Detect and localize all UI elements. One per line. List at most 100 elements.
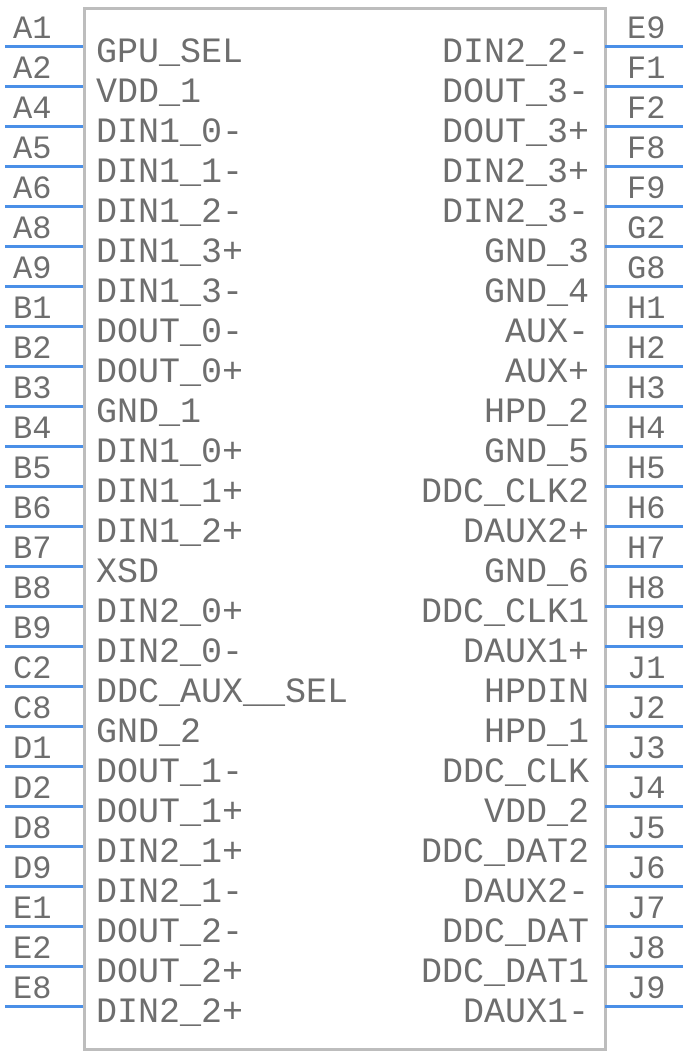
pin-number: E1 <box>13 891 52 928</box>
pin-line <box>5 885 83 888</box>
pin-number: F1 <box>627 51 666 88</box>
signal-label: DDC_AUX__SEL <box>96 673 349 713</box>
pin-number: J2 <box>627 691 666 728</box>
signal-label: DIN2_3+ <box>441 153 589 193</box>
signal-label: DDC_CLK1 <box>420 593 589 633</box>
signal-label: DIN1_2- <box>96 193 244 233</box>
signal-label: DDC_DAT1 <box>420 953 589 993</box>
pin-line <box>5 445 83 448</box>
signal-label: HPD_1 <box>483 713 589 753</box>
signal-label: DOUT_0- <box>96 313 244 353</box>
pin-number: H1 <box>627 291 666 328</box>
pin-line <box>5 965 83 968</box>
pin-line <box>5 925 83 928</box>
pin-line <box>605 525 683 528</box>
pin-number: J6 <box>627 851 666 888</box>
signal-label: GND_1 <box>96 393 202 433</box>
pin-line <box>5 125 83 128</box>
pin-number: H6 <box>627 491 666 528</box>
signal-label: DIN2_0+ <box>96 593 244 633</box>
signal-label: DIN2_2+ <box>96 993 244 1033</box>
signal-label: DAUX1- <box>462 993 589 1033</box>
signal-label: DIN1_2+ <box>96 513 244 553</box>
pin-number: H3 <box>627 371 666 408</box>
pin-line <box>605 445 683 448</box>
pin-line <box>605 925 683 928</box>
signal-label: DOUT_3+ <box>441 113 589 153</box>
pin-line <box>5 685 83 688</box>
signal-label: GND_2 <box>96 713 202 753</box>
signal-label: DOUT_3- <box>441 73 589 113</box>
pin-number: E9 <box>627 11 666 48</box>
signal-label: GND_6 <box>483 553 589 593</box>
signal-label: DOUT_2+ <box>96 953 244 993</box>
pin-number: D9 <box>13 851 52 888</box>
pin-line <box>605 485 683 488</box>
pin-line <box>605 285 683 288</box>
pin-number: B6 <box>13 491 52 528</box>
pin-line <box>5 525 83 528</box>
pin-number: E2 <box>13 931 52 968</box>
pin-number: E8 <box>13 971 52 1008</box>
pin-line <box>605 245 683 248</box>
pin-number: H7 <box>627 531 666 568</box>
pin-number: B3 <box>13 371 52 408</box>
pin-line <box>605 725 683 728</box>
pin-number: A6 <box>13 171 52 208</box>
pin-line <box>5 645 83 648</box>
pin-number: D1 <box>13 731 52 768</box>
pin-line <box>605 365 683 368</box>
pin-number: D8 <box>13 811 52 848</box>
pin-line <box>605 605 683 608</box>
pin-number: B9 <box>13 611 52 648</box>
signal-label: HPD_2 <box>483 393 589 433</box>
signal-label: DAUX1+ <box>462 633 589 673</box>
pin-line <box>605 885 683 888</box>
pin-number: J8 <box>627 931 666 968</box>
pin-number: C2 <box>13 651 52 688</box>
pin-number: J4 <box>627 771 666 808</box>
pin-line <box>5 285 83 288</box>
pin-number: B1 <box>13 291 52 328</box>
pin-number: A9 <box>13 251 52 288</box>
pin-number: B5 <box>13 451 52 488</box>
pin-line <box>5 165 83 168</box>
signal-label: GND_5 <box>483 433 589 473</box>
signal-label: DOUT_2- <box>96 913 244 953</box>
pin-line <box>605 805 683 808</box>
pin-number: A1 <box>13 11 52 48</box>
pin-number: A2 <box>13 51 52 88</box>
pin-number: A8 <box>13 211 52 248</box>
pin-number: J7 <box>627 891 666 928</box>
signal-label: GND_3 <box>483 233 589 273</box>
signal-label: DIN1_3+ <box>96 233 244 273</box>
pin-line <box>605 45 683 48</box>
pin-number: A5 <box>13 131 52 168</box>
pin-line <box>5 85 83 88</box>
pin-line <box>605 205 683 208</box>
pin-number: H9 <box>627 611 666 648</box>
pin-line <box>5 45 83 48</box>
pin-line <box>605 965 683 968</box>
signal-label: DIN2_0- <box>96 633 244 673</box>
pin-number: J5 <box>627 811 666 848</box>
pin-line <box>5 845 83 848</box>
pin-line <box>5 565 83 568</box>
pin-number: J9 <box>627 971 666 1008</box>
signal-label: DIN2_1+ <box>96 833 244 873</box>
pin-line <box>605 125 683 128</box>
pin-number: B2 <box>13 331 52 368</box>
pin-line <box>605 565 683 568</box>
pin-line <box>5 365 83 368</box>
pin-line <box>5 405 83 408</box>
pin-number: H8 <box>627 571 666 608</box>
signal-label: DOUT_0+ <box>96 353 244 393</box>
signal-label: XSD <box>96 553 160 593</box>
pin-number: J1 <box>627 651 666 688</box>
signal-label: DAUX2- <box>462 873 589 913</box>
signal-label: AUX- <box>504 313 589 353</box>
pin-line <box>5 765 83 768</box>
pin-line <box>5 805 83 808</box>
signal-label: VDD_2 <box>483 793 589 833</box>
